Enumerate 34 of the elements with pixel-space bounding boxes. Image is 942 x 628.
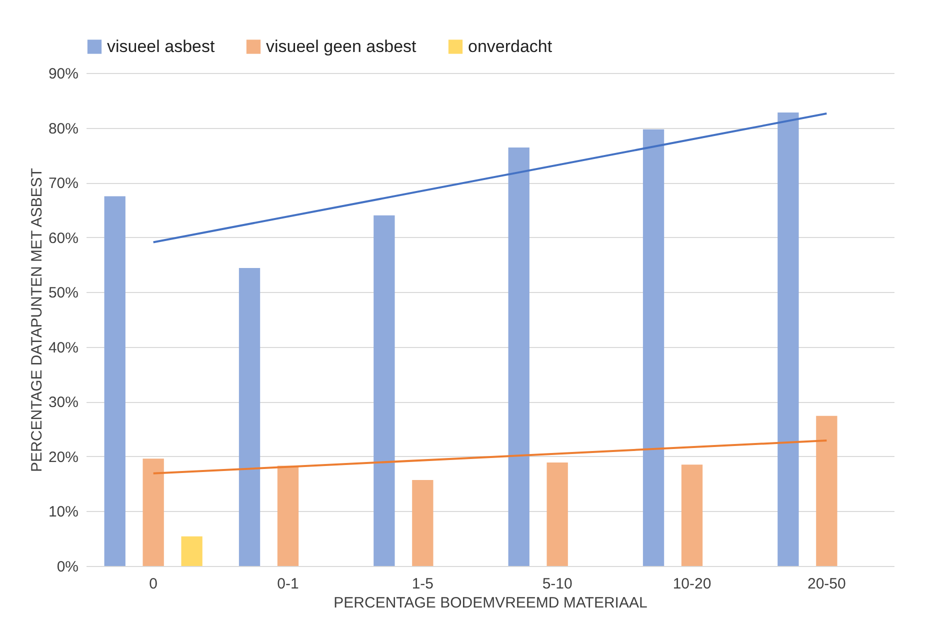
bar — [816, 416, 838, 566]
x-tick-label: 10-20 — [672, 576, 712, 592]
x-axis-title: PERCENTAGE BODEMVREEMD MATERIAAL — [334, 594, 648, 612]
y-tick-label: 20% — [48, 448, 78, 466]
bar — [412, 480, 434, 566]
y-tick-label: 90% — [48, 66, 78, 82]
y-tick-label: 0% — [56, 558, 78, 576]
bar — [238, 268, 260, 566]
bar — [778, 112, 799, 566]
y-tick-label: 30% — [48, 394, 78, 412]
x-tick-label: 0 — [149, 576, 158, 592]
legend-label: visueel geen asbest — [266, 36, 417, 56]
legend-label: onverdacht — [468, 36, 552, 56]
y-tick-label: 80% — [48, 120, 78, 138]
x-tick-label: 0-1 — [277, 576, 299, 592]
y-tick-label: 50% — [48, 284, 78, 302]
y-axis-title: PERCENTAGE DATAPUNTEN MET ASBEST — [28, 168, 46, 472]
y-tick-label: 60% — [48, 230, 78, 247]
x-tick-label: 20-50 — [807, 576, 846, 592]
y-tick-label: 40% — [48, 339, 78, 356]
x-tick-label: 5-10 — [542, 576, 572, 592]
bar — [142, 458, 164, 566]
y-tick-label: 70% — [48, 175, 78, 192]
bar — [104, 196, 126, 566]
y-tick-label: 10% — [48, 504, 78, 521]
bar — [546, 462, 568, 566]
bar — [681, 464, 703, 566]
bar — [374, 215, 395, 566]
legend-label: visueel asbest — [107, 36, 216, 56]
bar — [508, 148, 530, 566]
bar — [181, 536, 202, 566]
bar — [277, 466, 299, 566]
x-tick-label: 1-5 — [412, 576, 434, 592]
bar — [642, 129, 664, 566]
